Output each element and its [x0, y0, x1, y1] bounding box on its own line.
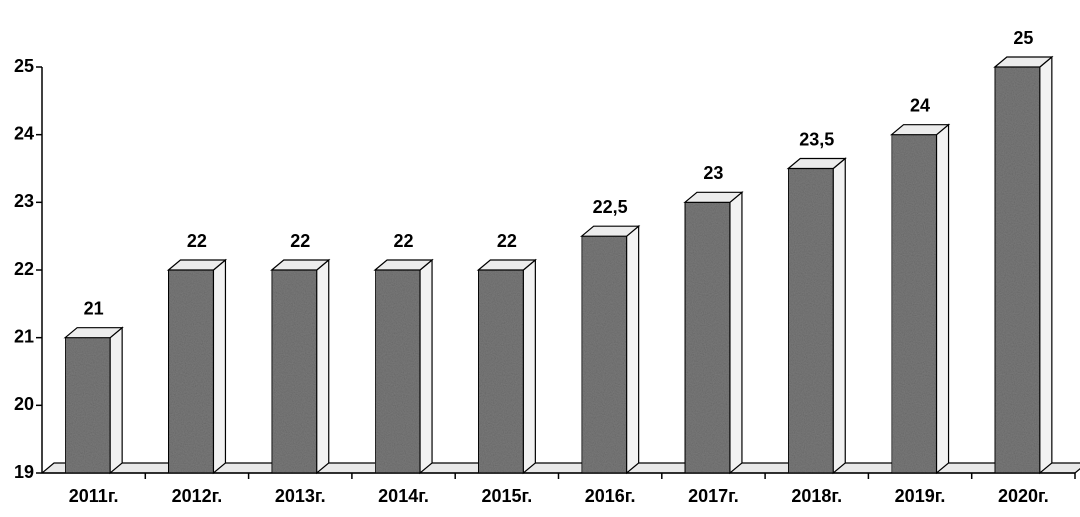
bar-side: [832, 157, 846, 475]
value-label: 22: [497, 231, 517, 251]
x-tick-label: 2013г.: [275, 486, 326, 506]
value-label: 22,5: [593, 197, 628, 217]
bar-side: [419, 258, 433, 475]
bar-side: [316, 258, 330, 475]
value-label: 25: [1013, 28, 1033, 48]
bar: [581, 235, 628, 474]
value-label: 22: [187, 231, 207, 251]
x-tick-label: 2016г.: [585, 486, 636, 506]
x-tick-label: 2020г.: [998, 486, 1049, 506]
x-tick-label: 2015г.: [481, 486, 532, 506]
y-tick-label: 22: [14, 259, 34, 279]
value-label: 23,5: [799, 129, 834, 149]
bar-side: [626, 224, 640, 475]
bar-side: [1039, 55, 1053, 475]
bar: [374, 269, 421, 474]
bar: [64, 337, 111, 474]
x-tick-label: 2011г.: [69, 486, 119, 506]
y-tick-label: 19: [14, 462, 34, 482]
x-tick-label: 2012г.: [172, 486, 223, 506]
y-tick-label: 21: [14, 326, 34, 346]
x-tick-label: 2018г.: [791, 486, 842, 506]
bar-side: [109, 326, 123, 475]
bar: [477, 269, 524, 474]
bar: [994, 66, 1041, 474]
bar-side: [729, 191, 743, 475]
y-tick-label: 20: [14, 394, 34, 414]
y-tick-label: 25: [14, 56, 34, 76]
x-tick-label: 2019г.: [895, 486, 946, 506]
value-label: 23: [703, 163, 723, 183]
y-tick-label: 24: [14, 123, 34, 143]
value-label: 22: [290, 231, 310, 251]
bar: [890, 134, 938, 474]
bar: [787, 167, 834, 474]
bar: [684, 201, 731, 474]
y-tick-label: 23: [14, 191, 34, 211]
bar: [271, 269, 318, 474]
value-label: 24: [910, 95, 930, 115]
value-label: 22: [394, 231, 414, 251]
value-label: 21: [84, 298, 104, 318]
bar-side: [212, 258, 227, 475]
bar-side: [935, 123, 950, 475]
bar: [167, 269, 215, 474]
bar-side: [522, 258, 536, 475]
x-tick-label: 2014г.: [378, 486, 429, 506]
x-tick-label: 2017г.: [688, 486, 739, 506]
